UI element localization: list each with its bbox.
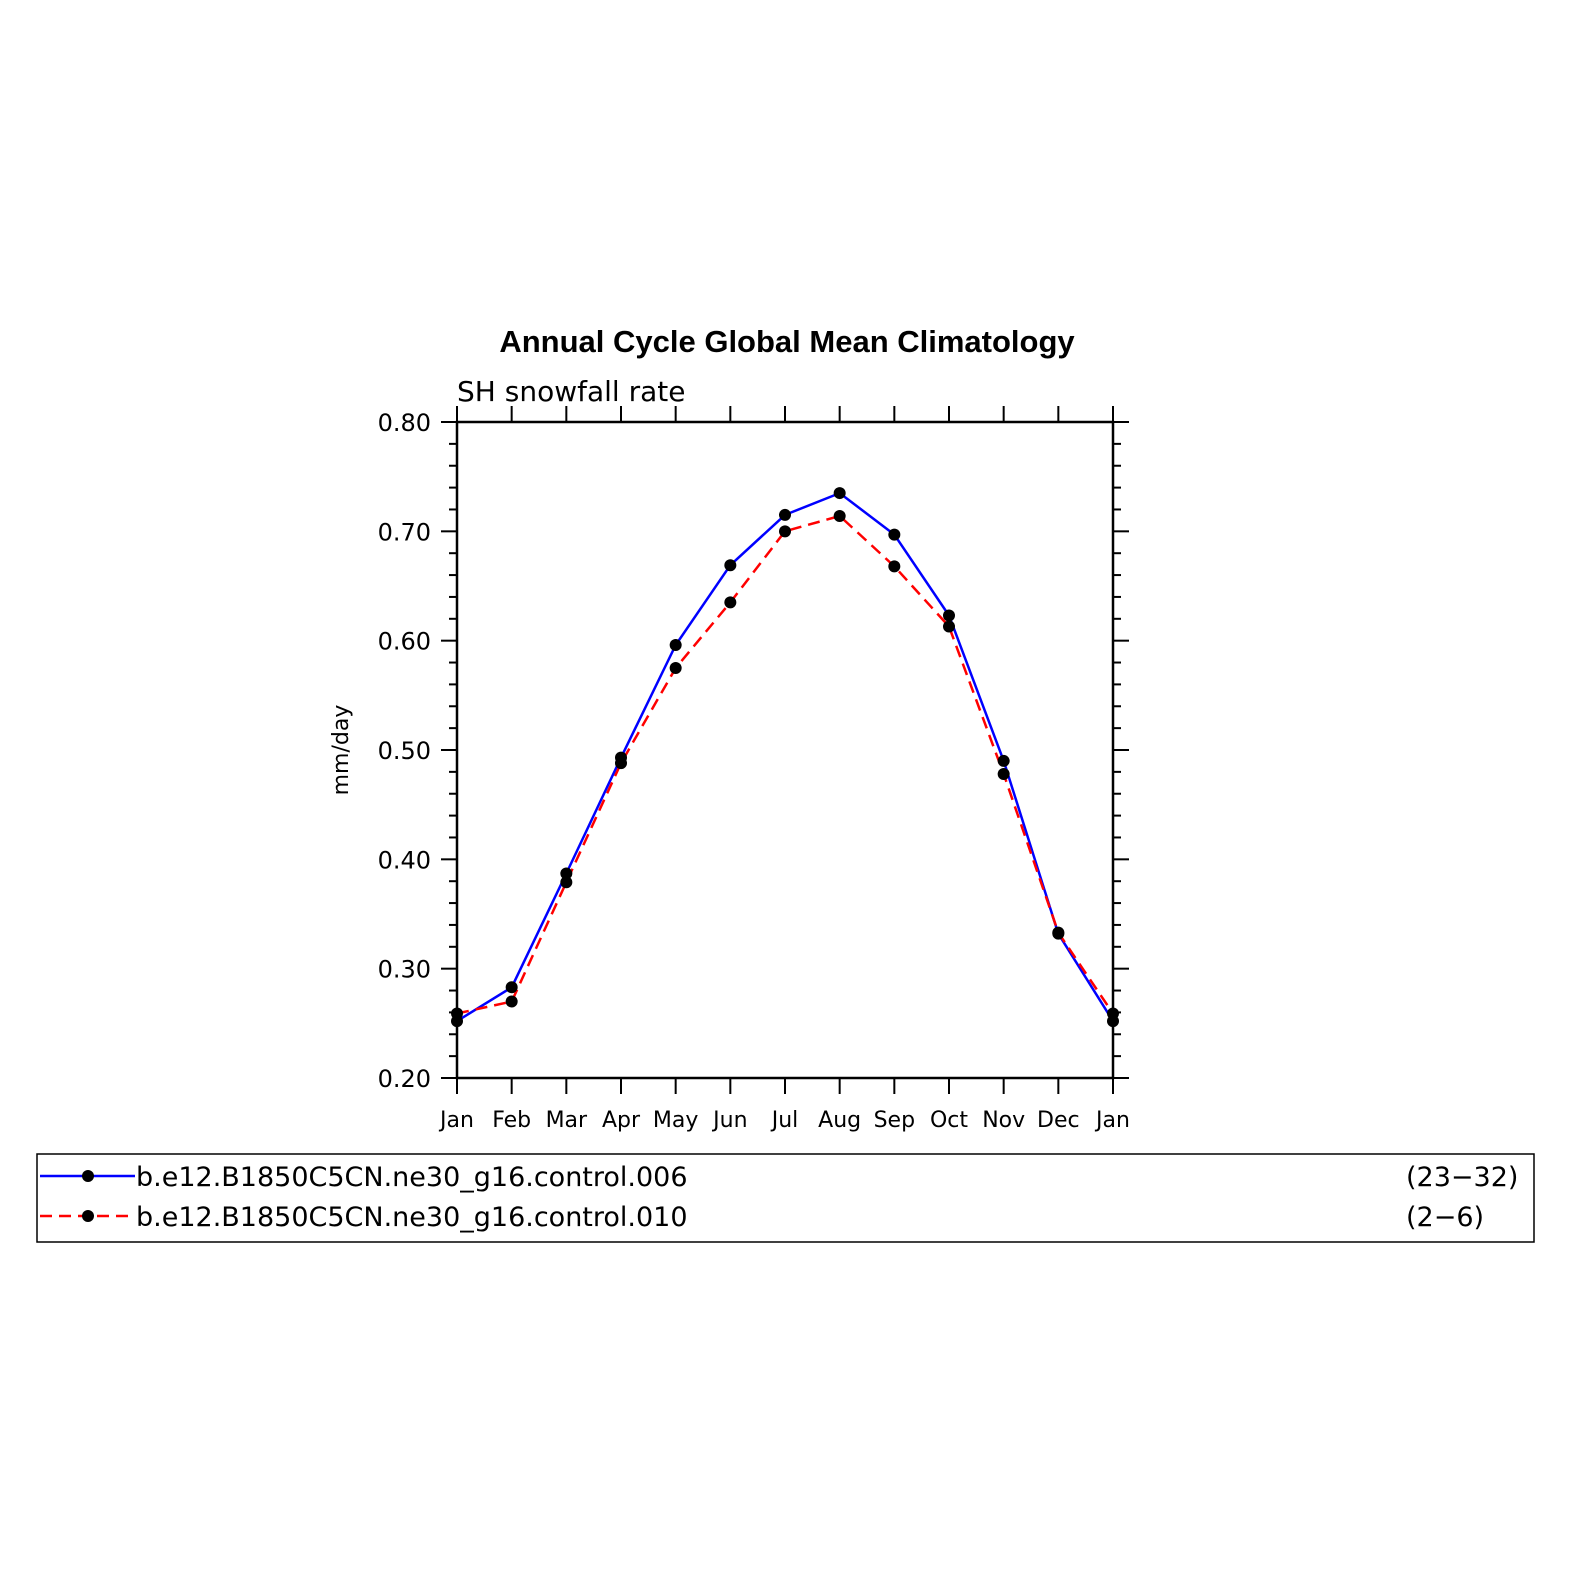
series-lines [456,491,1115,1023]
series-1-point [833,487,846,500]
x-tick-label: Nov [982,1108,1025,1133]
series-2-point [1052,926,1065,939]
legend-label-1: b.e12.B1850C5CN.ne30_g16.control.006 [136,1162,688,1193]
series-2-point [669,662,682,674]
series-2-point [505,995,518,1008]
legend-years-1: (23−32) [1406,1162,1518,1193]
series-2-point [997,768,1010,781]
series-1-point [669,639,682,652]
y-tick-label: 0.60 [378,628,431,656]
series-1-point [888,528,901,541]
legend-box [36,1153,1535,1243]
x-tick-label: Apr [602,1108,641,1133]
series-2-point [833,510,846,523]
x-tick-label: Jun [711,1108,747,1133]
series-1-point [943,609,955,622]
x-tick-label: Jul [770,1108,799,1133]
x-tick-labels: Jan Feb Mar Apr May Jun Jul Aug Sep Oct Nov Dec Jan [438,1108,1130,1133]
series-2-point [615,757,627,770]
series-line-2 [456,514,1115,1015]
x-tick-label: Jan [438,1108,474,1133]
chart-title: Annual Cycle Global Mean Climatology [499,324,1075,359]
x-tick-label: Feb [492,1108,531,1133]
series-2-point [943,620,955,633]
legend-label-2: b.e12.B1850C5CN.ne30_g16.control.010 [136,1202,688,1233]
axis-ticks [441,406,1129,1094]
legend-marker-2 [82,1210,94,1222]
x-tick-label: Mar [546,1108,588,1133]
series-2-point [451,1007,463,1020]
y-tick-label: 0.20 [378,1065,431,1093]
series-2-point [888,560,901,573]
series-2-point [779,525,791,538]
legend-items: b.e12.B1850C5CN.ne30_g16.control.006 (23−… [40,1162,1518,1233]
y-tick-label: 0.40 [378,846,431,874]
series-1-point [997,754,1010,767]
series-markers [451,487,1119,1028]
x-tick-label: Sep [874,1108,915,1133]
y-tick-label: 0.80 [378,409,431,437]
x-tick-label: Jan [1094,1108,1130,1133]
x-tick-label: May [653,1108,698,1133]
series-1-point [724,559,737,572]
series-2-point [1107,1007,1119,1020]
series-2-point [560,876,573,889]
y-tick-labels: 0.20 0.30 0.40 0.50 0.60 0.70 0.80 [378,409,431,1093]
chart-subtitle: SH snowfall rate [457,375,685,408]
y-tick-label: 0.30 [378,956,431,984]
y-tick-label: 0.50 [378,737,431,765]
legend: b.e12.B1850C5CN.ne30_g16.control.006 (23−… [36,1153,1535,1243]
legend-years-2: (2−6) [1406,1202,1484,1233]
series-line-1 [456,491,1115,1023]
y-axis-label: mm/day [329,705,354,796]
legend-marker-1 [82,1170,94,1182]
x-tick-label: Aug [818,1108,861,1133]
series-1-point [560,867,573,880]
x-tick-label: Oct [930,1108,968,1133]
y-tick-label: 0.70 [378,518,431,546]
series-1-point [779,508,791,521]
series-2-point [724,596,737,609]
x-tick-label: Dec [1037,1108,1080,1133]
series-1-point [505,981,518,994]
